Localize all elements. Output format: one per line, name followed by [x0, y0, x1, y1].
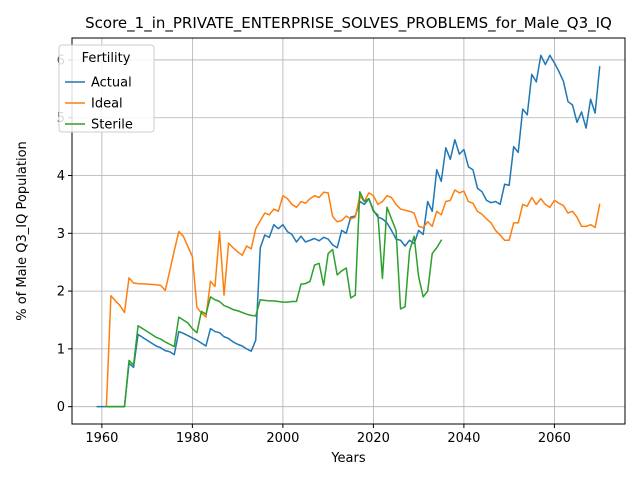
y-tick-label: 2 — [57, 285, 65, 300]
y-tick-label: 0 — [57, 400, 65, 415]
x-tick-label: 2060 — [538, 431, 571, 446]
legend-box — [58, 44, 155, 133]
legend-label-ideal: Ideal — [91, 97, 123, 112]
grid — [72, 38, 625, 424]
series-line-actual — [96, 54, 601, 408]
x-tick-label: 2020 — [357, 431, 390, 446]
x-tick-label: 1980 — [176, 431, 209, 446]
y-tick-label: 3 — [57, 227, 65, 242]
y-axis-label: % of Male Q3_IQ Population — [15, 141, 30, 321]
y-tick-label: 4 — [57, 169, 65, 184]
x-tick-label: 2040 — [447, 431, 480, 446]
x-tick-label: 2000 — [266, 431, 299, 446]
plot-frame — [71, 37, 626, 425]
x-tick-label: 1960 — [85, 431, 118, 446]
legend-title: Fertility — [82, 51, 131, 66]
series-line-sterile — [105, 190, 443, 408]
plot-area — [72, 38, 625, 424]
legend: Fertility Actual Ideal Sterile — [58, 44, 155, 133]
legend-entries: Actual Ideal Sterile — [65, 76, 133, 133]
y-tick-label: 1 — [57, 342, 65, 357]
legend-label-actual: Actual — [91, 76, 132, 91]
series-layer — [96, 54, 601, 408]
legend-label-sterile: Sterile — [91, 118, 133, 133]
ticks: 1960198020002020204020600123456 — [57, 53, 571, 446]
x-axis-label: Years — [330, 451, 366, 466]
series-line-ideal — [105, 189, 601, 408]
chart-title: Score_1_in_PRIVATE_ENTERPRISE_SOLVES_PRO… — [85, 14, 612, 33]
